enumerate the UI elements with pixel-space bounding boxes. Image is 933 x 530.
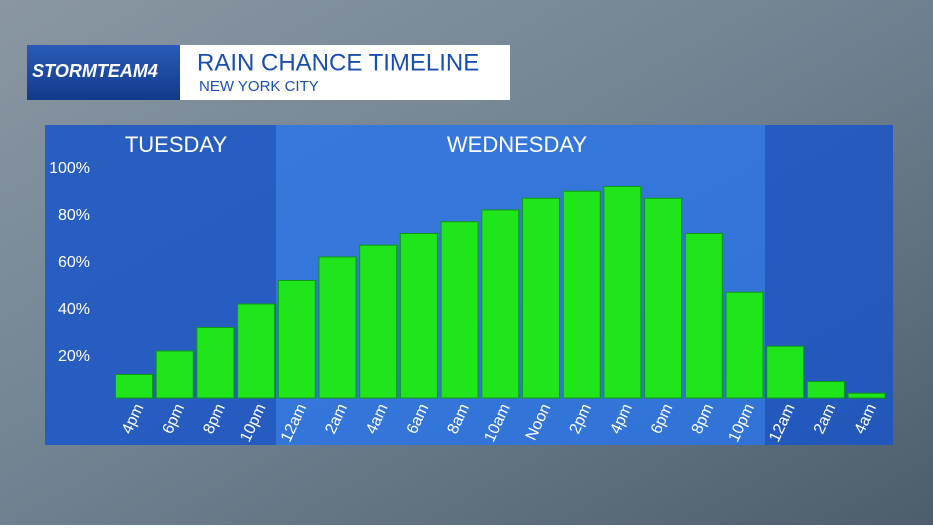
wednesday-panel bbox=[276, 125, 765, 445]
bar bbox=[399, 233, 438, 399]
bar bbox=[440, 221, 479, 399]
bar bbox=[155, 350, 194, 399]
y-tick-label: 40% bbox=[58, 301, 90, 318]
bar bbox=[359, 244, 398, 399]
bar bbox=[766, 345, 805, 399]
day-label: TUESDAY bbox=[125, 132, 228, 157]
bar bbox=[196, 327, 235, 399]
bar bbox=[562, 190, 601, 399]
bar bbox=[603, 186, 642, 399]
bar bbox=[237, 303, 276, 399]
logo-box bbox=[27, 45, 180, 100]
bar bbox=[847, 392, 886, 399]
y-tick-label: 20% bbox=[58, 348, 90, 365]
y-tick-label: 100% bbox=[49, 160, 90, 177]
y-tick-label: 80% bbox=[58, 207, 90, 224]
y-tick-label: 60% bbox=[58, 254, 90, 271]
brand: STORMTEAM4 bbox=[32, 61, 158, 81]
chart-title: RAIN CHANCE TIMELINE bbox=[197, 49, 479, 76]
chart-subtitle: NEW YORK CITY bbox=[199, 78, 319, 95]
bar bbox=[522, 197, 560, 399]
bar bbox=[725, 291, 764, 399]
bar bbox=[481, 209, 520, 399]
bar bbox=[806, 381, 845, 399]
bar bbox=[277, 280, 316, 399]
bar bbox=[644, 197, 683, 399]
title-box bbox=[180, 45, 510, 100]
day-label: WEDNESDAY bbox=[447, 132, 587, 157]
bar bbox=[318, 256, 357, 399]
bar bbox=[115, 374, 153, 399]
bar bbox=[684, 233, 723, 399]
